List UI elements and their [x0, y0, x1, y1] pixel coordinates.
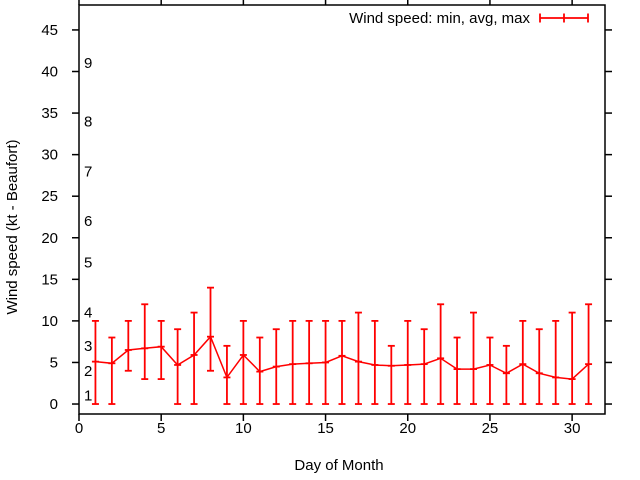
x-tick-label-15: 15 — [317, 420, 334, 437]
y-tick-label-5: 5 — [50, 354, 58, 371]
x-tick-label-10: 10 — [235, 420, 252, 437]
error-bar-day-28 — [535, 328, 543, 405]
error-bars — [91, 286, 593, 405]
beaufort-label-8: 8 — [84, 113, 92, 130]
beaufort-label-2: 2 — [84, 363, 92, 380]
error-bar-day-26 — [502, 344, 510, 405]
y-axis-title: Wind speed (kt - Beaufort) — [4, 139, 21, 314]
error-bar-day-16 — [338, 319, 346, 405]
error-bar-day-7 — [190, 311, 198, 405]
error-bar-day-5 — [157, 319, 165, 380]
x-tick-label-30: 30 — [564, 420, 581, 437]
error-bar-day-11 — [256, 336, 264, 405]
error-bar-day-30 — [568, 311, 576, 405]
error-bar-day-15 — [322, 319, 330, 405]
error-bar-day-9 — [223, 344, 231, 405]
error-bar-day-18 — [371, 319, 379, 405]
error-bar-day-19 — [387, 344, 395, 405]
error-bar-day-10 — [239, 319, 247, 405]
error-bar-day-1 — [91, 319, 99, 405]
error-bar-day-8 — [207, 286, 214, 372]
beaufort-label-6: 6 — [84, 213, 92, 230]
beaufort-label-9: 9 — [84, 55, 92, 72]
y-tick-label-45: 45 — [41, 22, 58, 39]
error-bar-day-29 — [552, 319, 560, 405]
error-bar-day-3 — [124, 319, 132, 372]
beaufort-label-1: 1 — [84, 388, 92, 405]
beaufort-label-5: 5 — [84, 255, 92, 272]
legend: Wind speed: min, avg, max — [349, 10, 589, 27]
y-tick-label-10: 10 — [41, 313, 58, 330]
error-bar-day-6 — [174, 328, 182, 405]
x-tick-label-20: 20 — [399, 420, 416, 437]
error-bar-day-4 — [141, 303, 149, 380]
error-bar-day-31 — [585, 303, 593, 405]
y-tick-label-20: 20 — [41, 230, 58, 247]
y-tick-label-40: 40 — [41, 64, 58, 81]
x-axis-ticks: 0 5 10 15 20 25 30 — [75, 0, 581, 437]
error-bar-day-14 — [305, 319, 313, 405]
error-bar-day-22 — [437, 303, 445, 405]
y-tick-label-0: 0 — [50, 396, 58, 413]
error-bar-day-20 — [404, 319, 412, 405]
beaufort-scale-labels: 1 2 3 4 5 6 7 8 9 — [84, 55, 92, 405]
x-tick-label-0: 0 — [75, 420, 83, 437]
y-tick-label-25: 25 — [41, 188, 58, 205]
error-bar-day-25 — [486, 336, 494, 405]
error-bar-day-13 — [289, 319, 297, 405]
plot-border — [78, 4, 606, 415]
beaufort-label-4: 4 — [84, 305, 92, 322]
plot-border-rect — [78, 4, 606, 415]
beaufort-label-7: 7 — [84, 163, 92, 180]
x-tick-label-25: 25 — [482, 420, 499, 437]
error-bar-day-23 — [453, 336, 461, 405]
error-bar-day-24 — [470, 311, 477, 405]
error-bar-day-12 — [272, 328, 280, 405]
x-tick-label-5: 5 — [157, 420, 165, 437]
error-bar-day-2 — [108, 336, 116, 405]
beaufort-label-3: 3 — [84, 338, 92, 355]
legend-label: Wind speed: min, avg, max — [349, 10, 530, 27]
y-tick-label-35: 35 — [41, 105, 58, 122]
error-bar-day-21 — [420, 328, 428, 405]
y-tick-label-30: 30 — [41, 147, 58, 164]
error-bar-day-27 — [519, 319, 527, 405]
x-axis-title: Day of Month — [294, 457, 383, 474]
error-bar-day-17 — [354, 311, 362, 405]
y-tick-label-15: 15 — [41, 271, 58, 288]
